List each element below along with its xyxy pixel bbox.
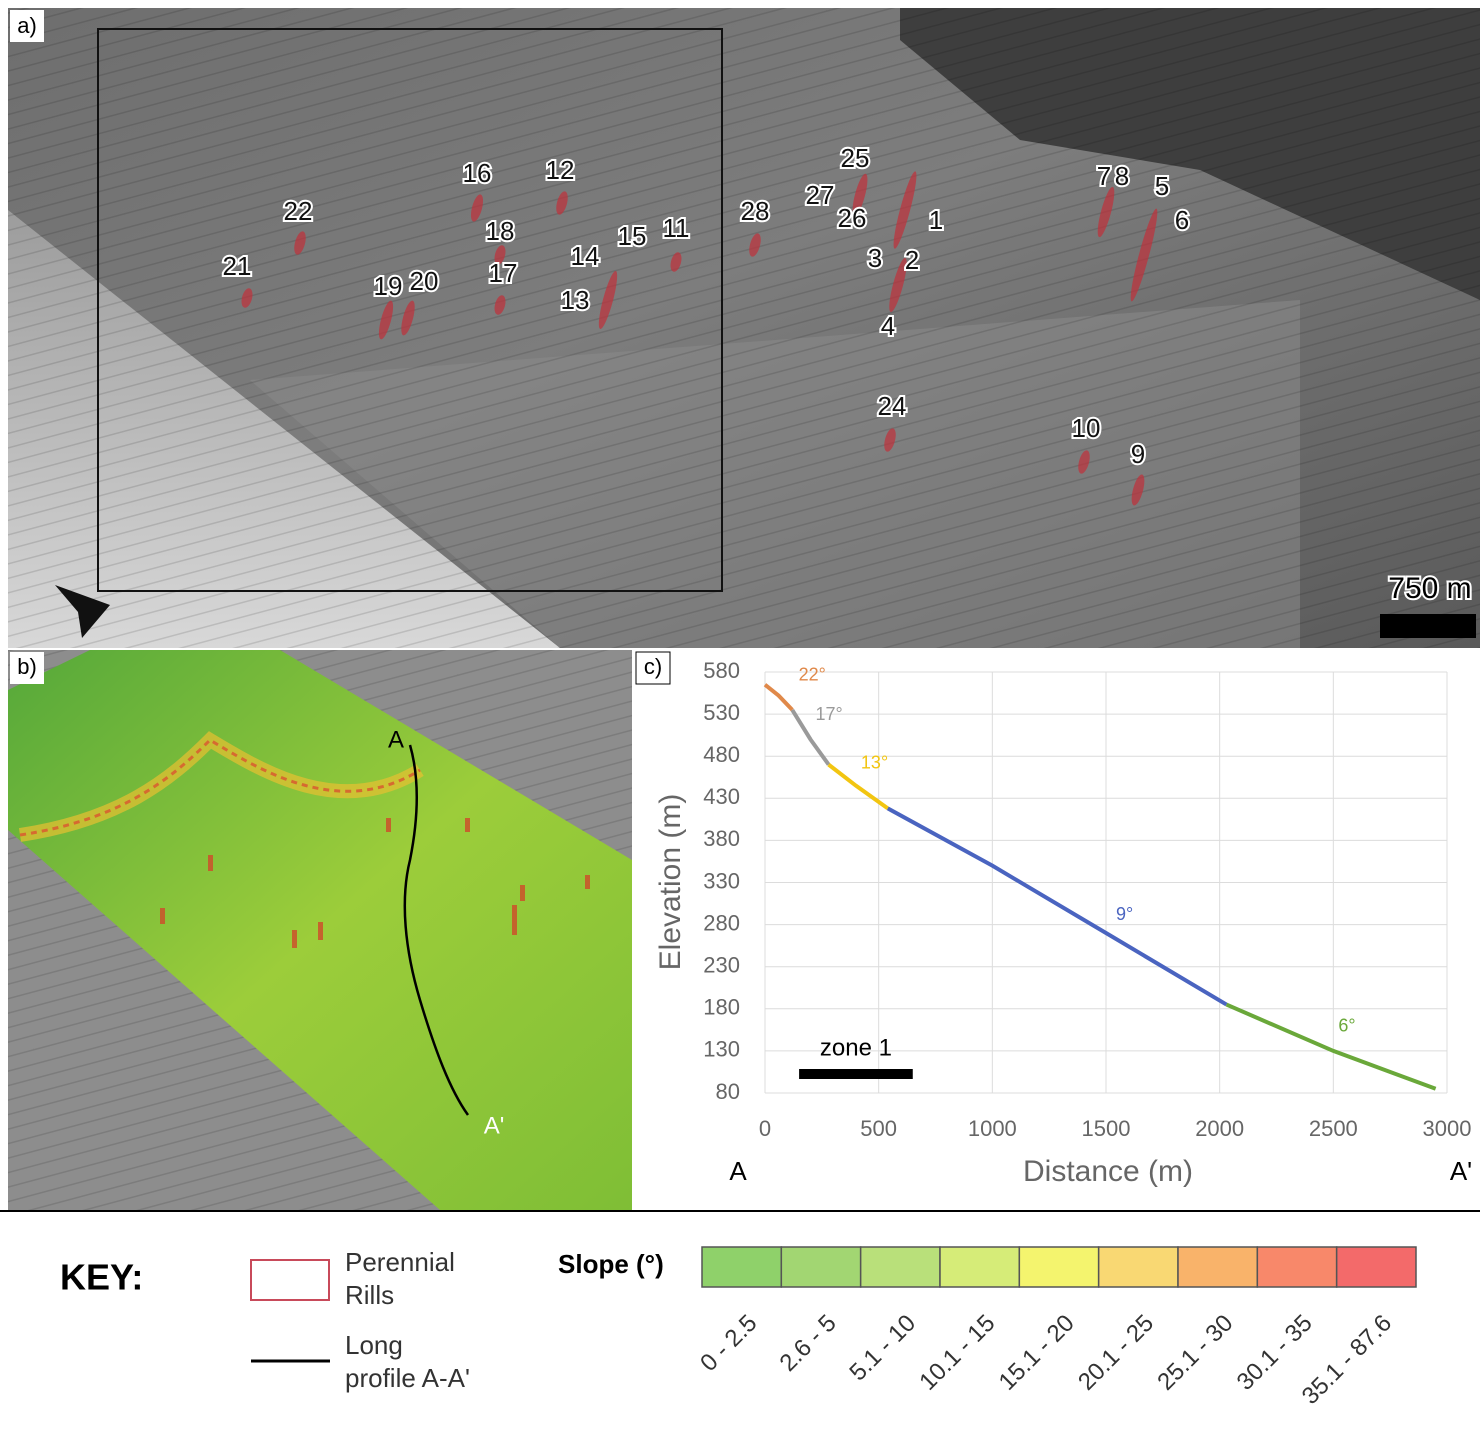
- slope-title: Slope (°): [558, 1249, 664, 1279]
- rill-swatch: [251, 1260, 329, 1300]
- y-tick-label: 280: [703, 910, 740, 935]
- scale-bar: [1380, 614, 1476, 638]
- slope-class-label: 10.1 - 15: [914, 1310, 1000, 1396]
- rill-label: 11: [663, 213, 690, 243]
- y-tick-label: 530: [703, 700, 740, 725]
- profile-start: A: [388, 726, 404, 753]
- rill-label: 4: [881, 311, 895, 341]
- slope-class-label: 25.1 - 30: [1152, 1310, 1238, 1396]
- rill-label: 25: [841, 143, 870, 173]
- zone-label: zone 1: [820, 1034, 892, 1061]
- panel-label: a): [17, 13, 37, 38]
- y-tick-label: 180: [703, 995, 740, 1020]
- rill-label: 26: [838, 203, 867, 233]
- y-tick-label: 430: [703, 784, 740, 809]
- rill-label: 13: [561, 285, 590, 315]
- key-title: KEY:: [60, 1257, 143, 1298]
- panel-label: c): [644, 654, 662, 679]
- profile-end: A': [484, 1112, 505, 1139]
- rill-label: 8: [1115, 161, 1129, 191]
- slope-swatch: [861, 1247, 940, 1287]
- figure: a) 750 m 1612222118171415111319202825272…: [0, 0, 1480, 1439]
- rill-label: 19: [374, 271, 403, 301]
- x-tick-label: 1500: [1082, 1116, 1131, 1141]
- x-tick-label: 1000: [968, 1116, 1017, 1141]
- rill-label: 21: [223, 251, 252, 281]
- slope-class-label: 5.1 - 10: [844, 1310, 921, 1387]
- slope-swatch: [781, 1247, 860, 1287]
- slope-annotation: 17°: [815, 704, 842, 724]
- key: KEY: PerennialRills Longprofile A-A' Slo…: [60, 1247, 1416, 1410]
- panel-b: A A' b): [8, 650, 632, 1210]
- x-axis-title: Distance (m): [1023, 1155, 1193, 1188]
- rill-label: 16: [463, 158, 492, 188]
- rill-label: 15: [618, 221, 647, 251]
- x-tick-label: 0: [759, 1116, 771, 1141]
- y-tick-label: 380: [703, 826, 740, 851]
- y-tick-label: 580: [703, 658, 740, 683]
- rill-label: 18: [486, 216, 515, 246]
- rill-label: 7: [1097, 161, 1111, 191]
- rill-label: 24: [878, 391, 907, 421]
- rill-label: 14: [571, 241, 600, 271]
- y-tick-label: 230: [703, 953, 740, 978]
- slope-swatch: [940, 1247, 1019, 1287]
- x-end-label: A': [1450, 1156, 1472, 1186]
- rill-label: 12: [546, 155, 575, 185]
- y-tick-label: 330: [703, 868, 740, 893]
- page: a) 750 m 1612222118171415111319202825272…: [0, 0, 1480, 1444]
- rill-label: 6: [1175, 205, 1189, 235]
- x-tick-label: 3000: [1423, 1116, 1472, 1141]
- slope-swatch: [1337, 1247, 1416, 1287]
- rill-label: 17: [489, 258, 518, 288]
- gully-texture: [8, 8, 1480, 648]
- slope-class-label: 0 - 2.5: [695, 1310, 762, 1377]
- slope-class-label: 2.6 - 5: [775, 1310, 842, 1377]
- panel-c: c) Distance (m) Elevation (m) A A' 80 130…: [634, 650, 1480, 1210]
- rill-label: 9: [1131, 439, 1145, 469]
- slope-annotation: 22°: [799, 664, 826, 684]
- panel-label: b): [17, 654, 37, 679]
- rill-label: 5: [1155, 171, 1169, 201]
- rill-label: 27: [806, 180, 835, 210]
- slope-swatch: [702, 1247, 781, 1287]
- slope-annotation: 9°: [1116, 904, 1133, 924]
- slope-swatch: [1019, 1247, 1098, 1287]
- slope-swatch: [1178, 1247, 1257, 1287]
- panel-a: a) 750 m 1612222118171415111319202825272…: [8, 8, 1480, 648]
- rill-label: 3: [868, 243, 882, 273]
- rill-label: 1: [929, 205, 943, 235]
- y-tick-label: 480: [703, 742, 740, 767]
- zone-bar: [799, 1069, 913, 1079]
- rill-label: 10: [1072, 413, 1101, 443]
- y-tick-label: 130: [703, 1037, 740, 1062]
- rill-label: 22: [284, 196, 313, 226]
- x-tick-label: 500: [860, 1116, 897, 1141]
- slope-class-label: 20.1 - 25: [1073, 1310, 1159, 1396]
- rill-label: 2: [905, 245, 919, 275]
- x-start-label: A: [729, 1156, 747, 1186]
- slope-class-label: 15.1 - 20: [994, 1310, 1080, 1396]
- y-axis-title: Elevation (m): [654, 794, 687, 971]
- rill-label: 20: [410, 266, 439, 296]
- y-tick-label: 80: [716, 1079, 740, 1104]
- rill-label: 28: [741, 196, 770, 226]
- slope-swatch: [1257, 1247, 1336, 1287]
- x-tick-label: 2000: [1195, 1116, 1244, 1141]
- slope-swatch: [1099, 1247, 1178, 1287]
- x-tick-label: 2500: [1309, 1116, 1358, 1141]
- slope-annotation: 6°: [1338, 1016, 1355, 1036]
- slope-annotation: 13°: [861, 752, 888, 772]
- scale-label: 750 m: [1388, 572, 1471, 605]
